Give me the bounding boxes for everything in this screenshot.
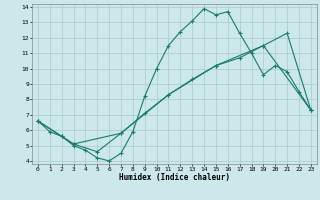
X-axis label: Humidex (Indice chaleur): Humidex (Indice chaleur)	[119, 173, 230, 182]
